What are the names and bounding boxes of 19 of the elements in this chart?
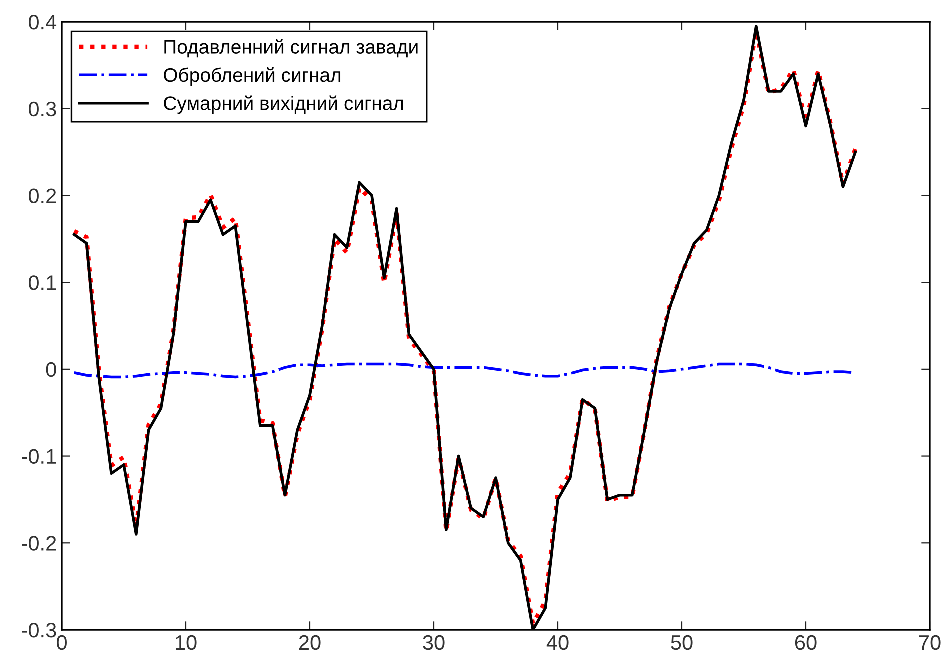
y-tick-label: -0.3 <box>22 623 56 638</box>
y-tick-label: 0.4 <box>28 15 57 30</box>
y-tick-label: -0.2 <box>22 536 56 551</box>
x-tick-label: 50 <box>671 635 693 650</box>
x-tick-label: 70 <box>919 635 941 650</box>
x-tick-label: 0 <box>57 635 67 650</box>
legend-label: Подавленний сигнал завади <box>164 39 418 58</box>
x-tick-label: 60 <box>795 635 817 650</box>
x-tick-label: 20 <box>299 635 321 650</box>
x-tick-label: 40 <box>546 635 569 650</box>
y-tick-label: 0.2 <box>28 188 56 204</box>
y-tick-label: 0 <box>46 362 56 378</box>
x-tick-label: 30 <box>423 635 445 650</box>
legend-label: Сумарний вихідний сигнал <box>164 96 404 114</box>
y-tick-label: 0.1 <box>28 276 56 290</box>
y-tick-label: -0.1 <box>22 449 56 464</box>
x-tick-label: 10 <box>176 635 197 650</box>
y-tick-label: 0.3 <box>28 102 56 117</box>
legend-label: Оброблений сигнал <box>164 68 341 86</box>
